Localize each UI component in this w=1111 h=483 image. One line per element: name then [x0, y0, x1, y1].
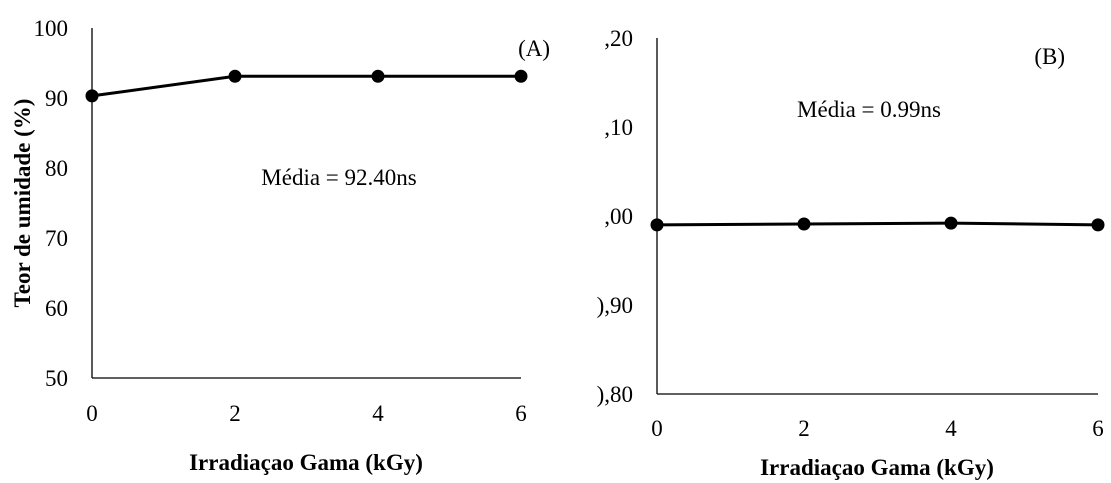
data-point — [650, 218, 664, 232]
y-tick-label: 80 — [45, 156, 68, 181]
x-tick-label: 4 — [372, 401, 384, 426]
data-point — [371, 69, 385, 83]
data-point — [514, 69, 528, 83]
x-tick-label: 2 — [798, 416, 810, 441]
x-tick-label: 6 — [515, 401, 527, 426]
panel-label: (A) — [518, 36, 550, 61]
x-tick-label: 0 — [651, 416, 663, 441]
y-tick-label: 60 — [45, 296, 68, 321]
data-point — [228, 69, 242, 83]
y-tick-label: ,00 — [604, 204, 633, 229]
y-tick-label: 70 — [45, 226, 68, 251]
y-tick-label: 50 — [45, 366, 68, 391]
panel-label: (B) — [1034, 44, 1065, 69]
data-point — [797, 217, 811, 231]
y-tick-label: ),90 — [597, 293, 633, 318]
mean-annotation: Média = 92.40ns — [261, 165, 416, 190]
y-tick-label: ),80 — [597, 382, 633, 407]
data-point — [85, 89, 99, 103]
series-line — [656, 221, 1099, 227]
y-tick-label: 90 — [45, 86, 68, 111]
mean-annotation: Média = 0.99ns — [797, 97, 941, 122]
x-tick-label: 0 — [86, 401, 98, 426]
y-tick-label: ,10 — [604, 115, 633, 140]
y-tick-label: 100 — [34, 16, 69, 41]
data-point — [1091, 218, 1105, 232]
series-line — [91, 74, 521, 98]
y-tick-label: ,20 — [604, 26, 633, 51]
chart-panel-a: 50 60 70 80 90 100 0 2 4 6 Irradiaçao Gama (kGy) Te… — [10, 16, 550, 475]
x-tick-label: 4 — [945, 416, 957, 441]
data-point — [944, 216, 958, 230]
x-tick-label: 6 — [1092, 416, 1104, 441]
ytick-labels-group: ),80 ),90 ,00 ,10 ,20 — [597, 26, 633, 407]
x-axis-title: Irradiaçao Gama (kGy) — [760, 455, 994, 480]
chart-panel-b: ),80 ),90 ,00 ,10 ,20 0 2 4 6 Irradiaçao Gama (kG… — [597, 26, 1105, 480]
y-axis-title: Teor de umidade (%) — [10, 99, 35, 308]
x-tick-label: 2 — [229, 401, 241, 426]
x-axis-title: Irradiaçao Gama (kGy) — [189, 450, 423, 475]
